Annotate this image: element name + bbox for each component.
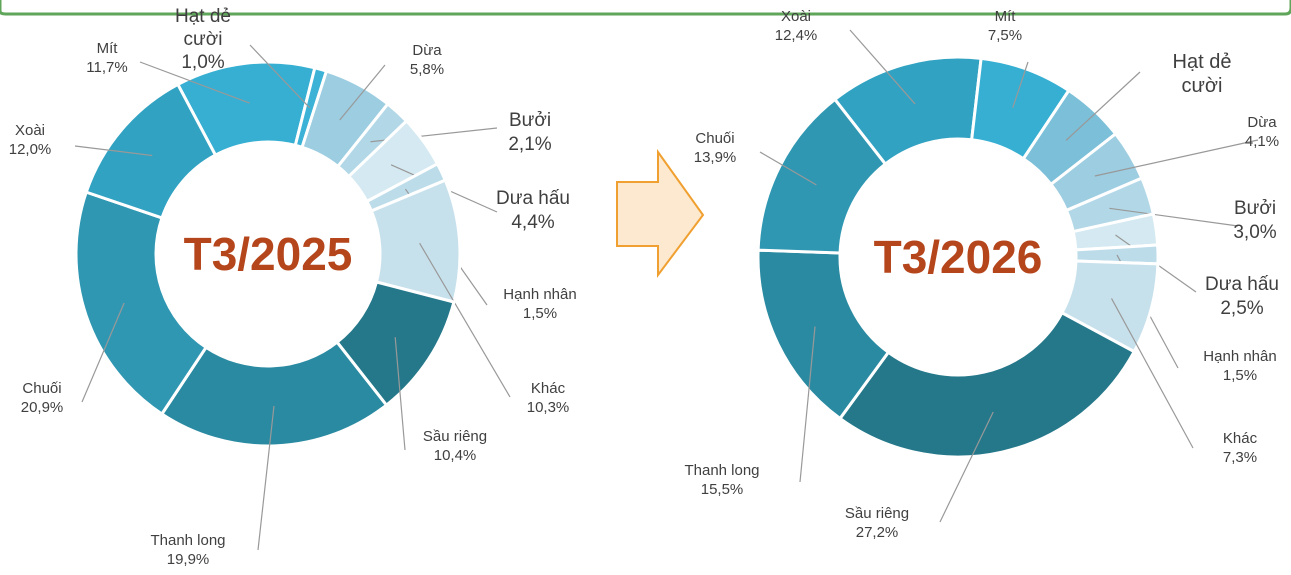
value-label: 1,5% xyxy=(522,304,558,322)
value-label: 2,5% xyxy=(1220,297,1264,319)
donut-slice xyxy=(74,190,209,417)
category-label: Mít xyxy=(994,8,1016,25)
category-label: Sầu riêng xyxy=(844,505,910,522)
value-label: 3,0% xyxy=(1233,221,1277,243)
value-label: 10,3% xyxy=(526,398,570,416)
category-label: Khác xyxy=(530,380,566,397)
value-label: 19,9% xyxy=(166,550,210,568)
leader-line xyxy=(759,151,817,186)
value-label: 12,0% xyxy=(8,140,52,158)
leader-line xyxy=(74,145,153,157)
donut-center-title: T3/2025 xyxy=(184,228,353,280)
category-label: Thanh long xyxy=(150,532,226,549)
value-label: 1,0% xyxy=(181,51,225,73)
value-label: 12,4% xyxy=(774,26,818,44)
leader-line xyxy=(139,61,250,104)
donut-center-title: T3/2026 xyxy=(874,231,1043,283)
leader-line xyxy=(1012,61,1029,108)
donut-slice xyxy=(837,310,1137,459)
category-label: Dưa hấu xyxy=(496,188,570,209)
leader-line xyxy=(81,302,125,403)
category-label: Dừa xyxy=(1247,114,1277,131)
leader-line xyxy=(257,405,275,551)
category-label: Hạt dẻ cười xyxy=(175,6,231,50)
category-label: Xoài xyxy=(780,8,812,25)
donut-slice xyxy=(756,97,888,255)
value-label: 5,8% xyxy=(409,60,445,78)
leader-line xyxy=(1110,298,1194,449)
leader-line xyxy=(799,326,816,483)
value-label: 15,5% xyxy=(700,480,744,498)
category-label: Bưởi xyxy=(508,110,552,131)
category-label: Chuối xyxy=(695,130,735,147)
category-label: Thanh long xyxy=(684,462,760,479)
leader-line xyxy=(339,64,386,121)
arrow xyxy=(616,148,705,278)
value-label: 4,4% xyxy=(511,211,555,233)
value-label: 10,4% xyxy=(433,446,477,464)
leader-line xyxy=(419,242,511,398)
category-label: Bưởi xyxy=(1233,198,1277,219)
top-border xyxy=(0,0,1291,13)
category-label: Sầu riêng xyxy=(422,428,488,445)
leader-line xyxy=(1109,207,1239,227)
value-label: 11,7% xyxy=(86,58,128,76)
value-label: 13,9% xyxy=(693,148,737,166)
category-label: Xoài xyxy=(14,122,46,139)
leader-line xyxy=(1094,139,1259,177)
category-label: Chuối xyxy=(22,380,62,397)
leader-line xyxy=(394,337,406,451)
category-label: Mít xyxy=(96,40,118,57)
category-label: Dừa xyxy=(412,42,442,59)
value-label: 1,5% xyxy=(1222,366,1258,384)
value-label: 7,5% xyxy=(987,26,1023,44)
value-label: 2,1% xyxy=(508,133,552,155)
value-label: 20,9% xyxy=(20,398,64,416)
leader-line xyxy=(939,411,994,523)
category-label: Khác xyxy=(1222,430,1258,447)
value-label: 7,3% xyxy=(1222,448,1258,466)
leader-line xyxy=(249,44,311,109)
category-label: Dưa hấu xyxy=(1205,274,1279,295)
donut-slice xyxy=(159,340,389,448)
category-label: Hạnh nhân xyxy=(503,286,577,303)
donut-slice xyxy=(84,82,218,220)
leader-line xyxy=(849,29,916,105)
category-label: Hạt dẻ cười xyxy=(1172,51,1232,97)
value-label: 27,2% xyxy=(855,523,899,541)
category-label: Hạnh nhân xyxy=(1203,348,1277,365)
value-label: 4,1% xyxy=(1244,132,1280,150)
leader-line xyxy=(1065,71,1141,141)
